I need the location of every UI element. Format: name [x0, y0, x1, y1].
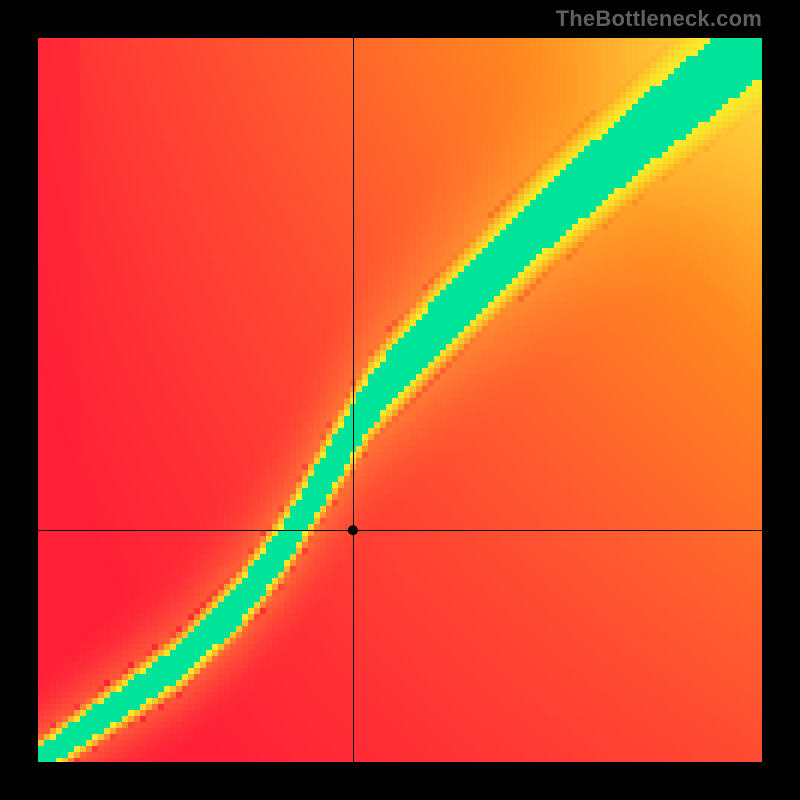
watermark-text: TheBottleneck.com [556, 6, 762, 32]
stage: TheBottleneck.com [0, 0, 800, 800]
heatmap-canvas [0, 0, 800, 800]
